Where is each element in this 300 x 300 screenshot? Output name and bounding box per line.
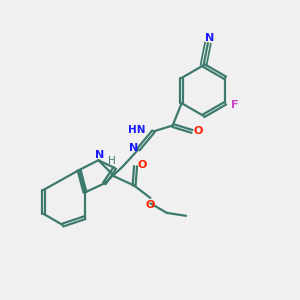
Text: HN: HN	[128, 125, 145, 135]
Text: N: N	[205, 33, 214, 43]
Text: N: N	[95, 150, 104, 160]
Text: O: O	[146, 200, 155, 209]
Text: N: N	[128, 143, 138, 153]
Text: O: O	[193, 126, 203, 136]
Text: O: O	[137, 160, 147, 170]
Text: F: F	[231, 100, 238, 110]
Text: H: H	[108, 156, 116, 166]
